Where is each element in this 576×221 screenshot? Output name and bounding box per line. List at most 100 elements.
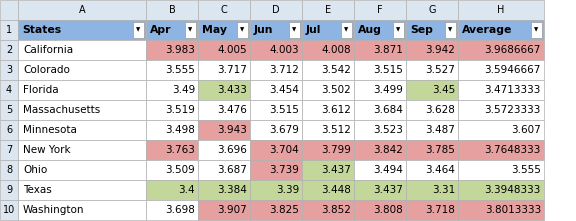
Text: Jul: Jul bbox=[306, 25, 321, 35]
Bar bbox=[250, 40, 302, 60]
Text: New York: New York bbox=[23, 145, 71, 155]
Text: ▼: ▼ bbox=[240, 27, 245, 32]
Bar bbox=[18, 20, 146, 40]
Bar bbox=[406, 160, 458, 180]
Bar bbox=[302, 180, 354, 200]
Bar bbox=[406, 40, 458, 60]
Text: D: D bbox=[272, 5, 280, 15]
Bar bbox=[406, 200, 458, 220]
Text: May: May bbox=[202, 25, 227, 35]
Bar bbox=[146, 40, 198, 60]
Text: 3.8013333: 3.8013333 bbox=[485, 205, 541, 215]
Bar bbox=[18, 180, 146, 200]
Bar bbox=[458, 60, 544, 80]
Bar bbox=[302, 60, 354, 80]
Bar bbox=[18, 40, 146, 60]
Text: H: H bbox=[497, 5, 505, 15]
Bar bbox=[250, 120, 302, 140]
Bar bbox=[0, 100, 18, 120]
Text: Jun: Jun bbox=[254, 25, 274, 35]
Text: 3: 3 bbox=[6, 65, 12, 75]
Bar bbox=[146, 100, 198, 120]
Bar bbox=[18, 80, 146, 100]
Text: 3.785: 3.785 bbox=[425, 145, 455, 155]
Text: 3.607: 3.607 bbox=[511, 125, 541, 135]
Bar bbox=[406, 0, 458, 20]
Bar bbox=[198, 160, 250, 180]
Text: Washington: Washington bbox=[23, 205, 85, 215]
Text: 3.871: 3.871 bbox=[373, 45, 403, 55]
Text: 3.555: 3.555 bbox=[511, 165, 541, 175]
Bar bbox=[406, 60, 458, 80]
Text: 3.718: 3.718 bbox=[425, 205, 455, 215]
Text: 6: 6 bbox=[6, 125, 12, 135]
Bar bbox=[531, 22, 542, 38]
Bar bbox=[406, 100, 458, 120]
Text: 3.4713333: 3.4713333 bbox=[484, 85, 541, 95]
Text: 3.437: 3.437 bbox=[373, 185, 403, 195]
Bar bbox=[18, 0, 146, 20]
Text: 3.4: 3.4 bbox=[179, 185, 195, 195]
Bar bbox=[393, 22, 404, 38]
Text: ▼: ▼ bbox=[137, 27, 141, 32]
Text: Sep: Sep bbox=[410, 25, 433, 35]
Bar bbox=[237, 22, 248, 38]
Text: 3.717: 3.717 bbox=[217, 65, 247, 75]
Bar bbox=[458, 160, 544, 180]
Bar bbox=[458, 140, 544, 160]
Bar bbox=[198, 40, 250, 60]
Bar bbox=[0, 60, 18, 80]
Bar bbox=[302, 100, 354, 120]
Bar bbox=[354, 0, 406, 20]
Bar bbox=[133, 22, 144, 38]
Bar bbox=[198, 0, 250, 20]
Bar bbox=[0, 160, 18, 180]
Bar bbox=[146, 180, 198, 200]
Bar bbox=[18, 160, 146, 180]
Bar bbox=[406, 20, 458, 40]
Text: 9: 9 bbox=[6, 185, 12, 195]
Text: ▼: ▼ bbox=[344, 27, 348, 32]
Bar bbox=[302, 40, 354, 60]
Bar bbox=[0, 40, 18, 60]
Text: 3.509: 3.509 bbox=[165, 165, 195, 175]
Text: 3.31: 3.31 bbox=[432, 185, 455, 195]
Bar bbox=[354, 20, 406, 40]
Text: Colorado: Colorado bbox=[23, 65, 70, 75]
Text: 4: 4 bbox=[6, 85, 12, 95]
Bar bbox=[0, 20, 18, 40]
Bar bbox=[289, 22, 300, 38]
Text: Massachusetts: Massachusetts bbox=[23, 105, 100, 115]
Text: Ohio: Ohio bbox=[23, 165, 47, 175]
Text: 3.512: 3.512 bbox=[321, 125, 351, 135]
Bar bbox=[458, 200, 544, 220]
Bar bbox=[250, 80, 302, 100]
Text: 3.852: 3.852 bbox=[321, 205, 351, 215]
Bar bbox=[250, 0, 302, 20]
Text: 3.943: 3.943 bbox=[217, 125, 247, 135]
Bar bbox=[18, 100, 146, 120]
Text: 3.437: 3.437 bbox=[321, 165, 351, 175]
Text: C: C bbox=[221, 5, 228, 15]
Text: ▼: ▼ bbox=[448, 27, 453, 32]
Bar bbox=[146, 80, 198, 100]
Bar bbox=[250, 60, 302, 80]
Text: 3.5946667: 3.5946667 bbox=[484, 65, 541, 75]
Bar bbox=[354, 120, 406, 140]
Text: 3.679: 3.679 bbox=[269, 125, 299, 135]
Bar bbox=[354, 80, 406, 100]
Text: 3.698: 3.698 bbox=[165, 205, 195, 215]
Bar bbox=[0, 200, 18, 220]
Text: Average: Average bbox=[462, 25, 513, 35]
Bar bbox=[198, 60, 250, 80]
Text: States: States bbox=[22, 25, 61, 35]
Text: B: B bbox=[169, 5, 175, 15]
Bar bbox=[250, 160, 302, 180]
Text: 3.7648333: 3.7648333 bbox=[484, 145, 541, 155]
Bar bbox=[198, 180, 250, 200]
Bar bbox=[146, 140, 198, 160]
Text: 3.712: 3.712 bbox=[269, 65, 299, 75]
Bar bbox=[341, 22, 352, 38]
Text: 3.763: 3.763 bbox=[165, 145, 195, 155]
Bar bbox=[198, 200, 250, 220]
